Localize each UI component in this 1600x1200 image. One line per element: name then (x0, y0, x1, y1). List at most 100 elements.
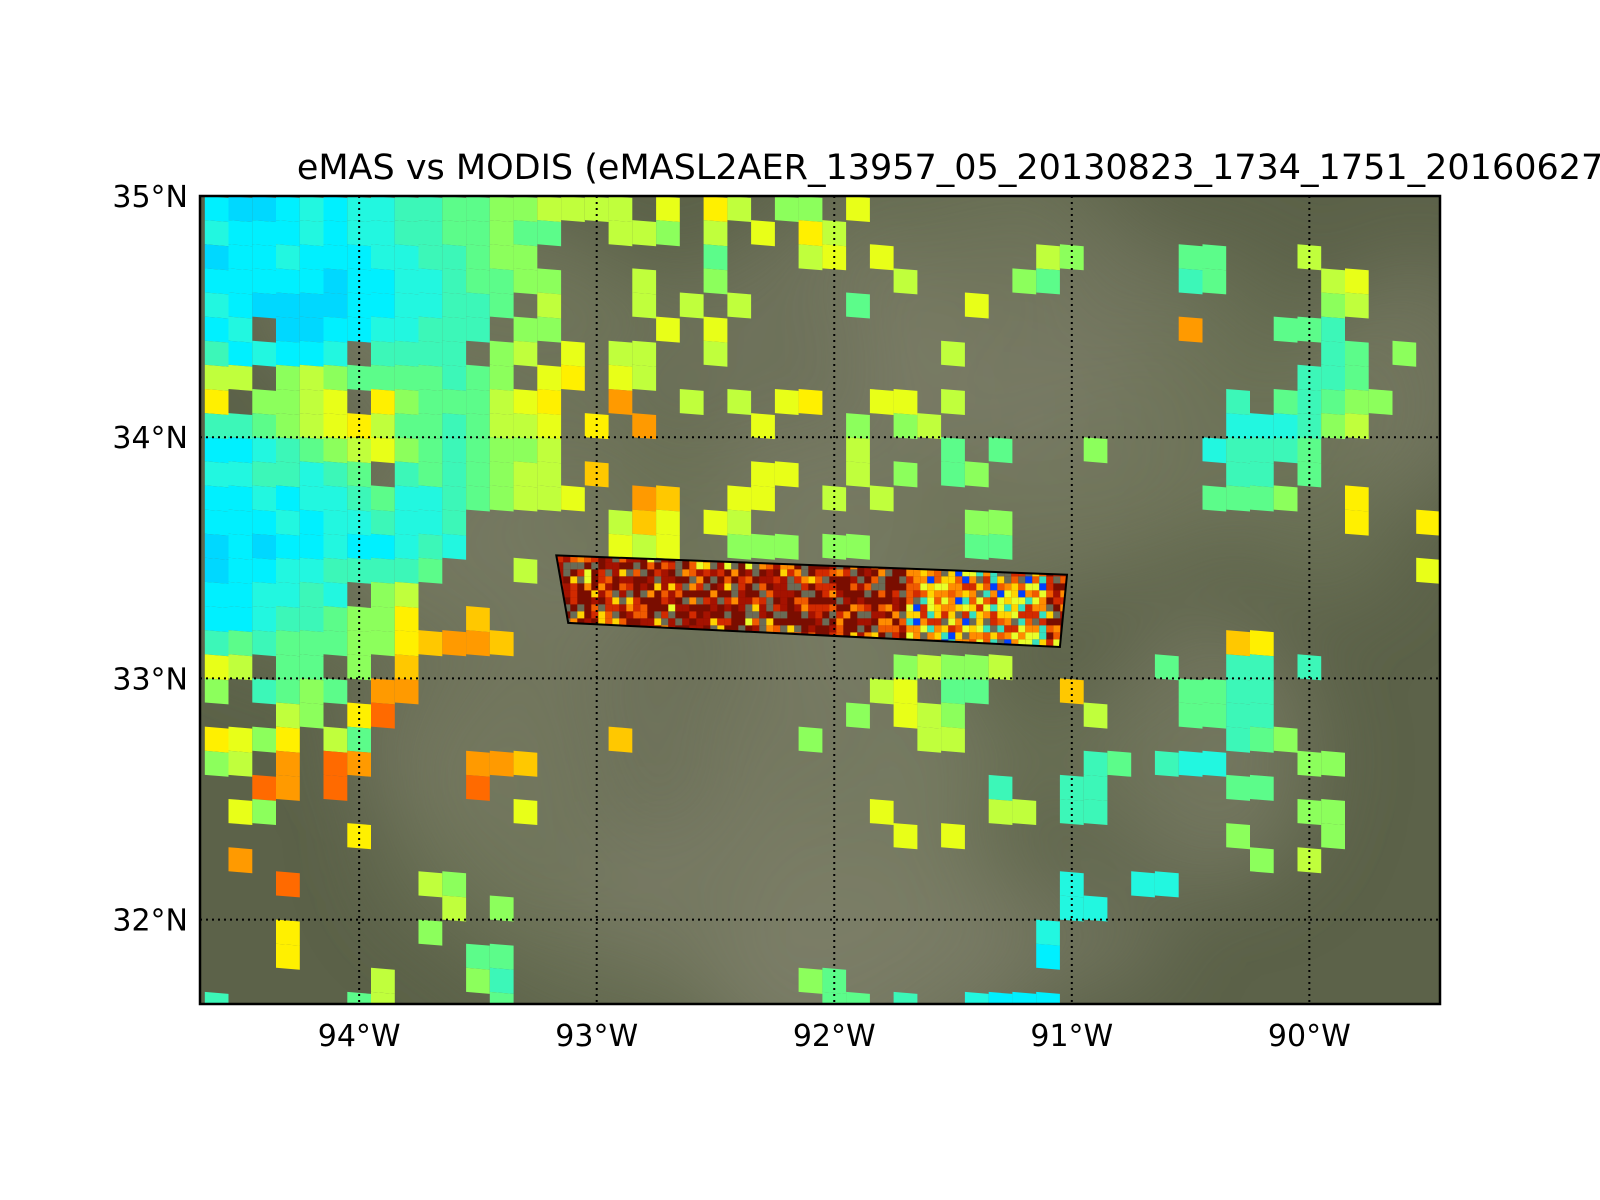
swath-pixel (948, 632, 956, 640)
swath-pixel (675, 569, 683, 577)
swath-pixel (598, 618, 606, 626)
aod-cell (1059, 799, 1084, 825)
swath-pixel (773, 611, 781, 619)
swath-pixel (969, 590, 977, 598)
swath-pixel (1011, 625, 1019, 633)
aod-cell (347, 461, 371, 488)
aod-cell (442, 437, 467, 464)
swath-pixel (1032, 632, 1040, 640)
aod-cell (656, 316, 680, 343)
aod-cell (394, 533, 419, 560)
aod-cell (371, 557, 395, 584)
swath-pixel (633, 597, 641, 605)
swath-pixel (724, 611, 732, 619)
swath-pixel (1004, 604, 1012, 612)
swath-pixel (626, 576, 634, 584)
swath-pixel (997, 639, 1005, 647)
aod-cell (941, 654, 965, 681)
aod-cell (442, 316, 467, 343)
aod-cell (1154, 871, 1179, 898)
aod-cell (727, 485, 752, 512)
swath-pixel (864, 632, 872, 640)
aod-cell (537, 364, 562, 391)
swath-pixel (962, 590, 970, 598)
swath-pixel (661, 576, 669, 584)
aod-cell (656, 509, 680, 536)
aod-cell (1273, 389, 1298, 415)
swath-pixel (640, 618, 648, 626)
aod-cell (703, 220, 728, 247)
aod-cell (656, 196, 680, 222)
aod-cell (276, 292, 300, 319)
aod-cell (323, 461, 348, 488)
swath-pixel (780, 597, 788, 605)
aod-cell (489, 413, 514, 440)
aod-cell (727, 509, 752, 536)
swath-pixel (1025, 583, 1033, 591)
swath-pixel (913, 604, 921, 612)
swath-pixel (927, 611, 935, 619)
aod-cell (1297, 461, 1322, 488)
aod-cell (466, 268, 490, 295)
aod-cell (228, 364, 253, 391)
aod-cell (964, 509, 989, 536)
aod-cell (774, 461, 799, 488)
aod-cell (1154, 750, 1179, 777)
aod-cell (798, 389, 823, 415)
swath-pixel (619, 569, 627, 577)
background-patch (671, 218, 951, 481)
swath-pixel (948, 604, 956, 612)
aod-cell (632, 292, 657, 319)
aod-cell (466, 389, 490, 415)
swath-pixel (997, 597, 1005, 605)
swath-pixel (591, 597, 599, 605)
aod-cell (1083, 750, 1108, 777)
aod-cell (276, 364, 300, 391)
aod-cell (1202, 678, 1227, 705)
aod-cell (751, 485, 775, 512)
aod-cell (228, 654, 253, 681)
swath-pixel (906, 618, 914, 626)
aod-cell (798, 244, 823, 271)
swath-pixel (1018, 583, 1026, 591)
aod-cell (228, 220, 253, 247)
aod-cell (276, 919, 300, 946)
aod-cell (1036, 991, 1060, 1004)
swath-pixel (556, 555, 564, 563)
aod-cell (1321, 823, 1345, 850)
aod-cell (1226, 726, 1250, 753)
swath-pixel (941, 604, 949, 612)
aod-cell (252, 292, 276, 319)
lat-label: 35°N (112, 180, 188, 215)
swath-pixel (1018, 632, 1026, 640)
aod-cell (513, 244, 538, 271)
aod-cell (1250, 654, 1274, 681)
swath-pixel (801, 576, 809, 584)
swath-pixel (1060, 590, 1067, 598)
swath-pixel (1025, 604, 1033, 612)
swath-pixel (647, 576, 655, 584)
swath-pixel (815, 583, 823, 591)
aod-cell (893, 389, 918, 415)
swath-pixel (864, 611, 872, 619)
swath-pixel (920, 618, 928, 626)
swath-pixel (605, 555, 613, 563)
aod-cell (941, 726, 965, 753)
swath-pixel (1018, 590, 1026, 598)
aod-cell (846, 702, 870, 729)
swath-pixel (703, 597, 711, 605)
swath-pixel (591, 604, 599, 612)
swath-pixel (962, 618, 970, 626)
swath-pixel (969, 576, 977, 584)
swath-pixel (738, 597, 746, 605)
swath-pixel (570, 555, 578, 563)
aod-cell (727, 292, 752, 319)
aod-cell (1226, 485, 1250, 512)
aod-cell (489, 292, 514, 319)
aod-cell (299, 533, 324, 560)
swath-pixel (1011, 604, 1019, 612)
swath-pixel (871, 611, 879, 619)
aod-cell (371, 244, 395, 271)
aod-cell (252, 726, 276, 753)
swath-pixel (1053, 625, 1061, 633)
